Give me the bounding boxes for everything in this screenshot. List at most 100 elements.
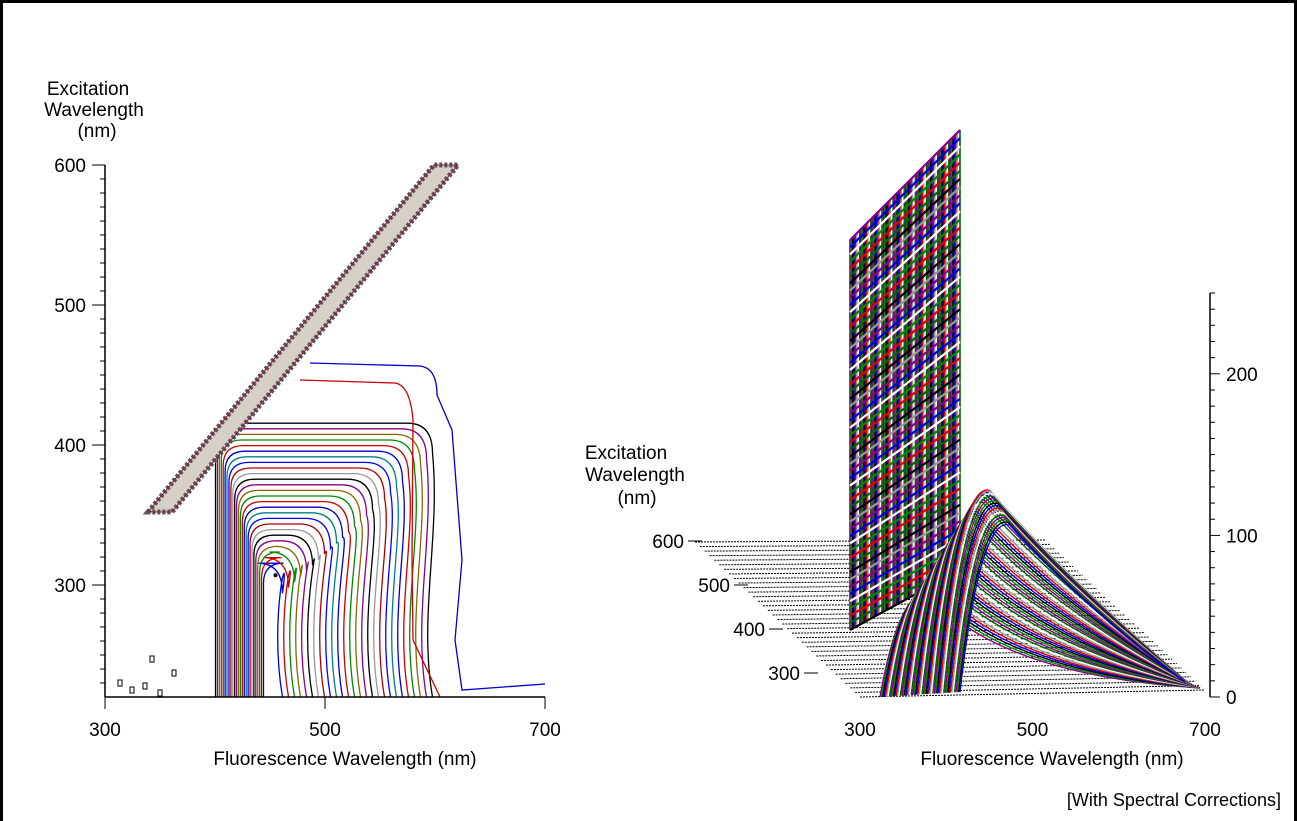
- noise-contour: [129, 686, 135, 694]
- z-tick-label: 200: [1226, 365, 1258, 386]
- ridge-stripe: [849, 487, 961, 559]
- y-axis-label-3d-line2: Wavelength: [585, 465, 685, 486]
- ridge-stripe: [849, 145, 961, 256]
- fluorescence-hump: [879, 489, 1201, 698]
- rayleigh-scatter-band: [142, 162, 464, 515]
- x-tick-label: 300: [89, 720, 121, 741]
- ridge-stripe: [849, 161, 961, 270]
- y-tick-label: 500: [54, 296, 86, 317]
- peak-point: [273, 573, 278, 578]
- hump-trace: [922, 517, 1193, 695]
- hump-trace: [924, 515, 1192, 695]
- ridge-stripe: [849, 292, 961, 386]
- ridge-stripe: [849, 512, 961, 581]
- ridge-stripe: [849, 324, 961, 415]
- contour-line: [216, 428, 429, 698]
- hump-trace: [918, 524, 1193, 695]
- hump-trace: [959, 523, 1186, 693]
- ridge-stripe: [849, 283, 961, 379]
- ridge-stripe: [849, 340, 961, 429]
- y-axis-ticks: 300 400 500 600: [54, 156, 105, 684]
- x-axis-label: Fluorescence Wavelength (nm): [213, 749, 476, 770]
- ridge-stripe: [849, 479, 961, 552]
- ridge-stripe: [849, 438, 961, 516]
- contour-line: [234, 478, 375, 698]
- contour-line: [228, 461, 393, 698]
- floor-mesh-line: [772, 610, 1121, 616]
- hump-trace: [895, 565, 1198, 697]
- contour-line: [239, 495, 357, 698]
- y-tick-label: 300: [54, 576, 86, 597]
- ridge-stripe: [849, 243, 961, 342]
- floor-mesh-line: [787, 623, 1135, 630]
- y-tick-label: 600: [54, 156, 86, 177]
- ridge-stripe: [849, 471, 961, 545]
- contour-lines: [117, 362, 546, 698]
- noise-contour: [157, 689, 163, 697]
- contour-line-outer: [309, 362, 546, 691]
- ridge-stripe: [849, 365, 961, 451]
- ridge-stripe: [849, 275, 961, 371]
- z-tick-label: 0: [1226, 688, 1237, 709]
- contour-line: [226, 456, 399, 698]
- x-axis-ticks-3d: 300 500 700: [844, 720, 1221, 741]
- ridge-stripe: [849, 267, 961, 364]
- hump-trace: [914, 532, 1194, 695]
- ridge-stripe: [849, 169, 961, 277]
- contour-plot: 300 400 500 600 300 500 700 Excitation Wavele…: [44, 79, 561, 770]
- x-tick-label-3d: 700: [1189, 720, 1221, 741]
- y-tick-label-3d: 600: [652, 532, 684, 553]
- z-tick-label: 100: [1226, 526, 1258, 547]
- y-axis-label-line1: Excitation: [47, 79, 129, 100]
- ridge-stripe: [849, 528, 961, 595]
- x-tick-label: 700: [529, 720, 561, 741]
- ridge-stripe: [849, 210, 961, 314]
- x-tick-label-3d: 300: [844, 720, 876, 741]
- ridge-stripe: [849, 153, 961, 263]
- ridge-stripe: [849, 503, 961, 574]
- contour-line: [257, 562, 285, 698]
- contour-line: [230, 467, 387, 698]
- ridge-stripe: [849, 251, 961, 350]
- y-axis-label-3d-line1: Excitation: [585, 443, 667, 464]
- ridge-stripe: [849, 463, 961, 538]
- contour-line: [257, 545, 303, 698]
- ridge-stripe: [849, 332, 961, 422]
- ridge-stripe: [849, 536, 961, 603]
- contour-line: [224, 450, 405, 698]
- y-tick-label-3d: 300: [768, 664, 800, 685]
- contour-line: [249, 523, 327, 698]
- ridge-stripe: [849, 202, 961, 306]
- ridge-stripe: [849, 430, 961, 509]
- ridge-stripe: [849, 357, 961, 444]
- ridge-stripe: [849, 316, 961, 407]
- z-axis-ticks: 0 100 200: [1210, 292, 1258, 709]
- contour-line: [243, 506, 345, 698]
- x-tick-label: 500: [309, 720, 341, 741]
- ridge-stripe: [849, 520, 961, 588]
- contour-line: [251, 528, 321, 698]
- floor-mesh-line: [859, 689, 1206, 698]
- ridge-stripe: [849, 226, 961, 328]
- ridge-stripe: [849, 446, 961, 523]
- ridge-stripe: [849, 414, 961, 494]
- contour-line: [259, 551, 297, 698]
- y-axis-label-line2: Wavelength: [44, 100, 144, 121]
- ridge-stripe: [849, 349, 961, 436]
- x-tick-label-3d: 500: [1017, 720, 1049, 741]
- ridge-stripe: [849, 308, 961, 400]
- noise-contour: [149, 655, 155, 663]
- rayleigh-band: [142, 162, 464, 515]
- x-axis-label-3d: Fluorescence Wavelength (nm): [920, 749, 1183, 770]
- contour-line: [232, 472, 381, 698]
- noise-contour: [171, 669, 177, 677]
- y-tick-label-3d: 500: [698, 576, 730, 597]
- ridge-stripe: [849, 373, 961, 458]
- contour-line: [255, 540, 309, 698]
- ridge-stripe: [849, 235, 961, 335]
- ridge-stripe: [849, 186, 961, 292]
- contour-line: [237, 489, 363, 698]
- ridge-stripe: [849, 300, 961, 393]
